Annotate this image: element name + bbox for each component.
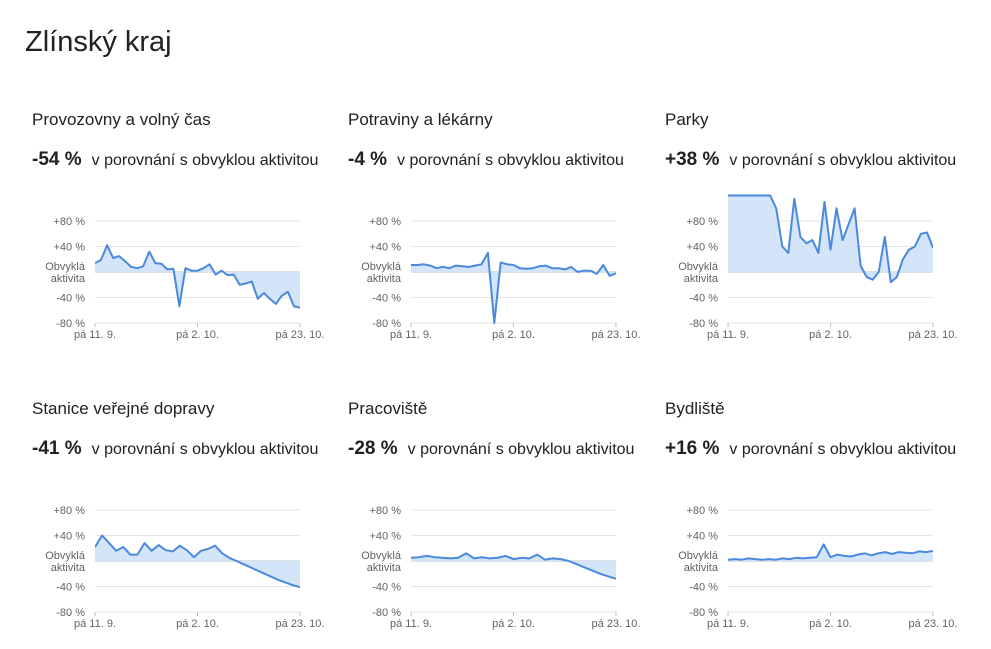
y-tick-label: Obvyklá aktivita [678, 261, 719, 285]
y-tick-label: -80 % [56, 318, 85, 330]
x-tick-label: pá 11. 9. [707, 329, 749, 341]
y-tick-label: Obvyklá aktivita [361, 550, 402, 574]
x-tick-label: pá 11. 9. [707, 618, 749, 630]
chart-stat: -28 % v porovnání s obvyklou aktivitou [348, 438, 634, 460]
y-tick-label: -40 % [689, 293, 718, 305]
y-tick-label: -80 % [372, 318, 401, 330]
area-fill [95, 535, 300, 588]
area-fill [411, 252, 616, 323]
page-title: Zlínský kraj [25, 26, 172, 58]
x-tick-label: pá 2. 10. [809, 329, 852, 341]
chart-panel: Provozovny a volný čas -54 % v porovnání s… [25, 100, 341, 360]
line-chart: +80 %+40 %Obvyklá aktivita-40 %-80 %pá 11… [678, 505, 958, 630]
comparison-label: v porovnání s obvyklou aktivitou [91, 441, 319, 458]
series-line [728, 194, 933, 284]
x-tick-label: pá 23. 10. [909, 329, 958, 341]
y-tick-label: Obvyklá aktivita [361, 261, 402, 285]
change-value: -41 % [32, 438, 82, 459]
y-tick-label: +80 % [370, 216, 402, 228]
chart-title: Bydliště [665, 399, 725, 418]
area-fill [728, 195, 933, 283]
chart-panel: Potraviny a lékárny -4 % v porovnání s obv… [341, 100, 657, 360]
y-tick-label: +40 % [687, 531, 719, 543]
x-tick-label: pá 23. 10. [276, 618, 325, 630]
change-value: -4 % [348, 149, 388, 170]
x-tick-label: pá 11. 9. [390, 618, 432, 630]
x-tick-label: pá 11. 9. [390, 329, 432, 341]
chart-stat: -4 % v porovnání s obvyklou aktivitou [348, 149, 624, 171]
comparison-label: v porovnání s obvyklou aktivitou [397, 152, 624, 169]
change-value: -28 % [348, 438, 398, 459]
x-tick-label: pá 11. 9. [74, 329, 116, 341]
x-tick-label: pá 23. 10. [909, 618, 958, 630]
chart-panel: Bydliště +16 % v porovnání s obvyklou akti… [658, 389, 974, 649]
line-chart: +80 % +40 % Obvyklá aktivita -40 % -80 %pá 11… [361, 216, 641, 341]
x-tick-label: pá 2. 10. [176, 618, 219, 630]
change-value: +16 % [665, 438, 720, 459]
x-tick-label: pá 2. 10. [492, 618, 535, 630]
chart-title: Pracoviště [348, 399, 428, 418]
y-tick-label: Obvyklá aktivita [45, 261, 86, 285]
y-tick-label: +80 % [54, 216, 86, 228]
chart-panel: Pracoviště -28 % v porovnání s obvyklou ak… [341, 389, 657, 649]
x-tick-label: pá 11. 9. [74, 618, 116, 630]
line-chart: +80 %+40 %Obvyklá aktivita-40 %-80 %pá 11… [361, 505, 641, 630]
comparison-label: v porovnání s obvyklou aktivitou [91, 152, 319, 169]
y-tick-label: +40 % [54, 242, 86, 254]
series-line [411, 251, 616, 324]
chart-stat: +16 % v porovnání s obvyklou aktivitou [665, 438, 956, 460]
chart-panel: Parky +38 % v porovnání s obvyklou aktivit… [658, 100, 974, 360]
comparison-label: v porovnání s obvyklou aktivitou [729, 441, 957, 458]
y-tick-label: +40 % [54, 531, 86, 543]
x-tick-label: pá 2. 10. [492, 329, 535, 341]
y-tick-label: -40 % [372, 293, 401, 305]
comparison-label: v porovnání s obvyklou aktivitou [407, 441, 635, 458]
chart-title: Potraviny a lékárny [348, 110, 493, 129]
series-line [95, 244, 300, 309]
y-tick-label: +80 % [687, 216, 719, 228]
y-tick-label: -80 % [689, 318, 718, 330]
y-tick-label: -40 % [372, 582, 401, 594]
y-tick-label: +80 % [54, 505, 86, 517]
x-tick-label: pá 2. 10. [176, 329, 219, 341]
comparison-label: v porovnání s obvyklou aktivitou [729, 152, 957, 169]
x-tick-label: pá 2. 10. [809, 618, 852, 630]
y-tick-label: +40 % [370, 242, 402, 254]
line-chart: +80 % +40 % Obvyklá aktivita -40 % -80 %pá 11… [45, 216, 325, 341]
chart-panel: Stanice veřejné dopravy -41 % v porovnání … [25, 389, 341, 649]
y-tick-label: +40 % [370, 531, 402, 543]
y-tick-label: Obvyklá aktivita [45, 550, 86, 574]
y-tick-label: +40 % [687, 242, 719, 254]
y-tick-label: +80 % [687, 505, 719, 517]
chart-title: Parky [665, 110, 709, 129]
chart-stat: -41 % v porovnání s obvyklou aktivitou [32, 438, 318, 460]
change-value: +38 % [665, 149, 720, 170]
y-tick-label: -40 % [56, 582, 85, 594]
y-tick-label: Obvyklá aktivita [678, 550, 719, 574]
chart-title: Provozovny a volný čas [32, 110, 211, 129]
y-tick-label: -40 % [689, 582, 718, 594]
line-chart: +80 % +40 % Obvyklá aktivita -40 % -80 %pá 11… [678, 194, 958, 341]
x-tick-label: pá 23. 10. [592, 329, 641, 341]
line-chart: +80 %+40 %Obvyklá aktivita-40 %-80 %pá 11… [45, 505, 325, 630]
area-fill [728, 544, 933, 561]
change-value: -54 % [32, 149, 82, 170]
chart-title: Stanice veřejné dopravy [32, 399, 215, 418]
y-tick-label: +80 % [370, 505, 402, 517]
chart-stat: +38 % v porovnání s obvyklou aktivitou [665, 149, 956, 171]
chart-stat: -54 % v porovnání s obvyklou aktivitou [32, 149, 318, 171]
y-tick-label: -40 % [56, 293, 85, 305]
x-tick-label: pá 23. 10. [592, 618, 641, 630]
x-tick-label: pá 23. 10. [276, 329, 325, 341]
